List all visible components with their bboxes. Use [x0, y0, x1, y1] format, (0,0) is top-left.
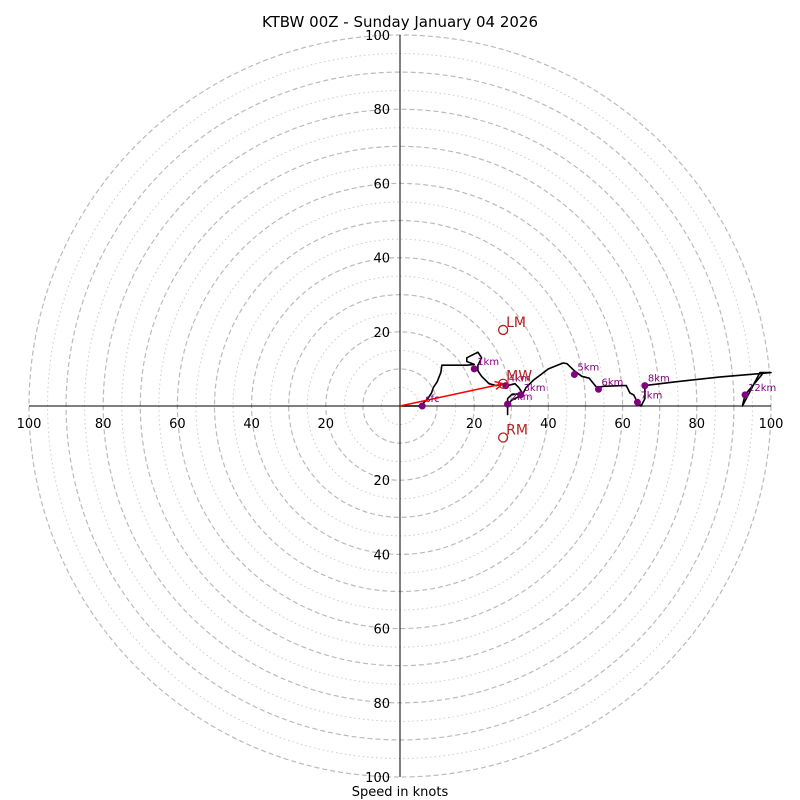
motion-label-LM: LM — [506, 315, 526, 331]
x-axis-label: Speed in knots — [352, 785, 449, 800]
y-tick-label: 20 — [373, 474, 390, 489]
motion-label-MW: MW — [506, 369, 532, 385]
height-label-12km: 12km — [748, 383, 776, 394]
y-tick-label: 100 — [365, 771, 390, 786]
x-tick-label: 60 — [614, 417, 631, 432]
y-tick-label: 60 — [373, 177, 390, 192]
x-tick-label: 60 — [169, 417, 186, 432]
height-label-sfc: sfc — [425, 394, 439, 405]
height-label-4km: 4km — [509, 374, 531, 385]
y-tick-label: 80 — [373, 697, 390, 712]
height-point-12km — [741, 391, 749, 399]
height-label-8km: 8km — [648, 374, 670, 385]
x-tick-label: 80 — [95, 417, 112, 432]
y-tick-label: 100 — [365, 29, 390, 44]
motion-marker-LM — [497, 324, 509, 336]
height-point-5km — [570, 370, 578, 378]
y-tick-label: 60 — [373, 623, 390, 638]
motion-marker-RM — [497, 432, 509, 443]
x-tick-label: 40 — [243, 417, 260, 432]
tick-labels: 100 80 60 40 20 20 40 60 80 100 20 40 60 80 100 20 40 60 8… — [17, 29, 784, 786]
x-tick-label: 20 — [466, 417, 483, 432]
y-tick-label: 40 — [373, 548, 390, 563]
x-tick-label: 80 — [689, 417, 706, 432]
height-label-7km: 7km — [640, 390, 662, 401]
y-tick-label: 40 — [373, 252, 390, 267]
storm-motion-markers: LM MW RM — [497, 315, 532, 443]
x-tick-label: 20 — [318, 417, 335, 432]
x-tick-label: 100 — [17, 417, 42, 432]
height-label-5km: 5km — [577, 362, 599, 373]
height-label-1km: 1km — [477, 357, 499, 368]
motion-label-RM: RM — [506, 423, 528, 439]
chart-title: KTBW 00Z - Sunday January 04 2026 — [262, 13, 538, 31]
height-point-sfc — [418, 402, 426, 410]
height-point-8km — [641, 382, 649, 390]
mean-wind-vector-line — [399, 382, 504, 407]
height-points: sfc1km2km3km4km5km6km7km8km12km — [418, 357, 776, 410]
x-tick-label: 100 — [759, 417, 784, 432]
height-point-3km — [517, 391, 525, 399]
motion-marker-MW — [497, 378, 509, 389]
x-tick-label: 40 — [540, 417, 557, 432]
height-label-6km: 6km — [601, 377, 623, 388]
y-tick-label: 20 — [373, 326, 390, 341]
mean-wind-vector-layer — [399, 380, 505, 407]
height-point-7km — [633, 398, 641, 406]
y-tick-label: 80 — [373, 103, 390, 118]
height-point-2km — [504, 400, 512, 408]
height-point-6km — [594, 385, 602, 393]
height-label-3km: 3km — [524, 383, 546, 394]
height-point-1km — [470, 365, 478, 373]
